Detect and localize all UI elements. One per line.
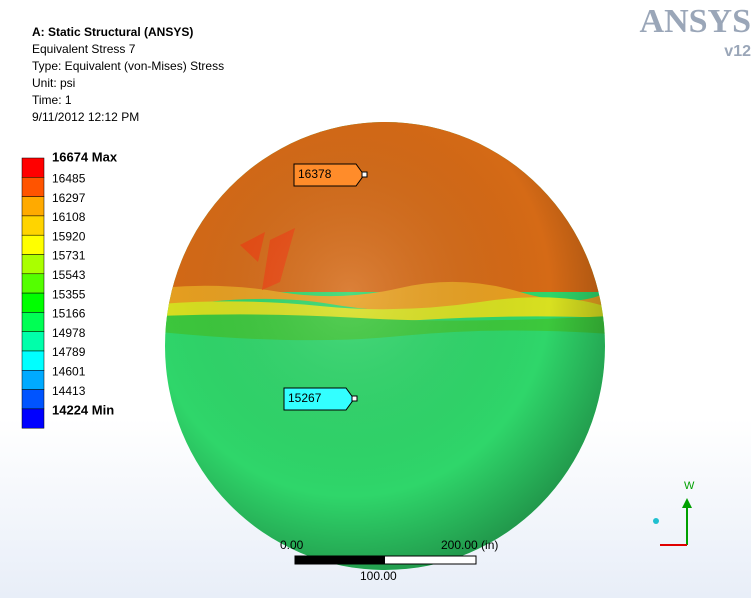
legend-swatch: [22, 177, 44, 196]
probe: 16378: [294, 164, 367, 186]
legend-label: 14413: [52, 384, 86, 398]
info-line: Type: Equivalent (von-Mises) Stress: [32, 59, 224, 73]
logo: ANSYS: [640, 3, 751, 40]
info-line: Unit: psi: [32, 76, 75, 90]
legend-label: 14978: [52, 326, 86, 340]
legend-swatch: [22, 216, 44, 235]
scale-end: 200.00 (in): [441, 538, 498, 552]
legend-label: 16674 Max: [52, 149, 118, 164]
legend-label: 15166: [52, 307, 86, 321]
legend-label: 15731: [52, 249, 86, 263]
legend-label: 15543: [52, 268, 86, 282]
legend-swatch: [22, 332, 44, 351]
legend-swatch: [22, 235, 44, 254]
legend-label: 14601: [52, 364, 86, 378]
legend-label: 16297: [52, 191, 86, 205]
probe-label: 15267: [288, 391, 322, 405]
legend-swatch: [22, 370, 44, 389]
info-line: 9/11/2012 12:12 PM: [32, 110, 139, 124]
title: A: Static Structural (ANSYS): [32, 25, 193, 39]
legend-label: 15920: [52, 229, 86, 243]
logo-version: v12: [724, 43, 751, 60]
legend-swatch: [22, 409, 44, 428]
info-line: Time: 1: [32, 93, 72, 107]
legend-swatch: [22, 293, 44, 312]
legend-swatch: [22, 274, 44, 293]
legend-swatch: [22, 351, 44, 370]
legend-label: 15355: [52, 287, 86, 301]
legend-swatch: [22, 158, 44, 177]
legend-label: 14789: [52, 345, 86, 359]
probe-label: 16378: [298, 167, 332, 181]
legend-label: 16108: [52, 210, 86, 224]
legend-label: 14224 Min: [52, 402, 114, 417]
legend-swatch: [22, 255, 44, 274]
info-line: Equivalent Stress 7: [32, 42, 136, 56]
scale-mid: 100.00: [360, 569, 397, 583]
legend-label: 16485: [52, 171, 86, 185]
legend-swatch: [22, 312, 44, 331]
scale-start: 0.00: [280, 538, 304, 552]
legend-swatch: [22, 390, 44, 409]
probe: 15267: [284, 388, 357, 410]
viewport: A: Static Structural (ANSYS) Equivalent …: [0, 0, 751, 598]
legend-swatch: [22, 197, 44, 216]
axis-label: W: [684, 480, 695, 492]
